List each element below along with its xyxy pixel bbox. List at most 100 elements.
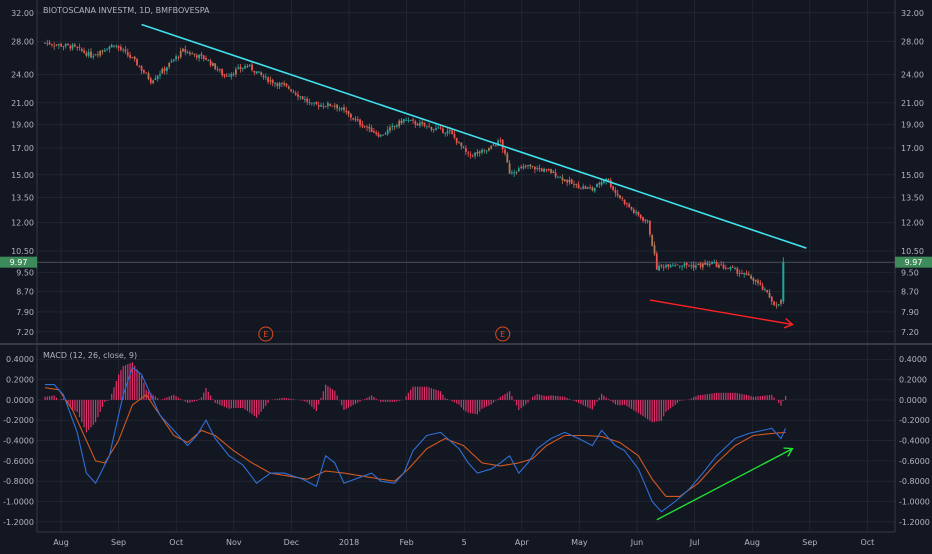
candle	[202, 55, 205, 62]
candle-body	[764, 289, 766, 290]
candle-body	[225, 75, 228, 77]
candle	[200, 51, 203, 60]
candle	[87, 48, 90, 59]
earnings-event-marker[interactable]: E	[258, 326, 274, 342]
macd-histogram	[44, 362, 787, 433]
candle	[575, 183, 578, 188]
drawing-annotations[interactable]	[141, 23, 807, 521]
price-tick-label-right: 24.00	[901, 70, 924, 79]
candle-body	[506, 153, 509, 163]
price-axis-right[interactable]: 32.00 28.00 24.00 21.00 19.00 17.00 15.00 13.50…	[901, 9, 924, 337]
candle	[117, 45, 120, 52]
candle-body	[713, 262, 716, 264]
candle	[718, 263, 720, 269]
candle-body	[57, 44, 60, 46]
candle-body	[720, 264, 723, 266]
candle-body	[536, 168, 539, 169]
candle	[232, 72, 235, 77]
earnings-event-marker[interactable]: E	[495, 326, 511, 342]
candle-body	[543, 168, 545, 173]
price-tick-label-right: 12.00	[901, 219, 924, 228]
candle	[743, 272, 746, 278]
candle	[74, 43, 76, 48]
candle	[83, 47, 85, 54]
candle-body	[715, 262, 718, 268]
candle-body	[607, 179, 610, 181]
candle	[382, 134, 384, 136]
candle-body	[278, 83, 281, 87]
candle	[154, 75, 157, 81]
candle-body	[85, 53, 88, 56]
candle-body	[115, 45, 118, 47]
candle-body	[138, 66, 141, 68]
candle-body	[354, 118, 357, 120]
candle-body	[494, 145, 497, 147]
candle	[536, 165, 539, 172]
trend-line[interactable]	[141, 23, 807, 249]
candle	[632, 207, 635, 215]
candle-body	[258, 71, 260, 73]
candle	[375, 130, 378, 136]
candle	[398, 119, 401, 129]
macd-tick-label-right: -1.2000	[899, 518, 930, 527]
time-tick-label: Jun	[630, 538, 644, 547]
candle-body	[692, 264, 695, 268]
candle	[414, 119, 417, 128]
macd-axis-right[interactable]: 0.4000 0.2000 0.0000 -0.2000 -0.4000 -0.6000 -…	[899, 355, 930, 527]
candle	[120, 44, 122, 52]
candle	[724, 264, 727, 271]
time-axis[interactable]: Aug Sep Oct Nov Dec 2018 Feb 5 Apr May Jun Jul Aug Se…	[53, 538, 874, 547]
candle-body	[129, 54, 131, 58]
candle-body	[582, 186, 585, 189]
candle-body	[754, 279, 757, 282]
candle-body	[497, 140, 499, 146]
candle-body	[375, 132, 378, 134]
candle	[568, 176, 571, 185]
candle-body	[504, 149, 506, 154]
candle-body	[44, 42, 46, 44]
candle	[71, 42, 74, 51]
candle-body	[550, 169, 552, 173]
candle	[451, 129, 453, 135]
candle-body	[476, 152, 479, 154]
candle	[338, 106, 341, 112]
candle-body	[780, 300, 782, 304]
candle-body	[704, 262, 706, 265]
candle	[379, 134, 382, 138]
green-arrow[interactable]	[656, 447, 794, 521]
candle	[97, 51, 99, 58]
candle-body	[667, 264, 670, 267]
candle-body	[474, 152, 476, 156]
red-arrow[interactable]	[649, 299, 794, 329]
candle-body	[347, 111, 350, 115]
candle	[340, 107, 343, 112]
candle	[444, 132, 447, 137]
candle	[582, 183, 585, 190]
candle-body	[773, 301, 775, 306]
candle-body	[455, 137, 458, 143]
candle-body	[69, 45, 72, 49]
candle	[405, 117, 407, 121]
candle	[736, 266, 739, 277]
time-tick-label: Feb	[400, 538, 414, 547]
candle	[106, 47, 108, 51]
candle-body	[177, 57, 180, 58]
candle-body	[603, 180, 605, 183]
macd-axis-left[interactable]: 0.4000 0.2000 0.0000 -0.2000 -0.4000 -0.6000 -…	[3, 355, 34, 527]
candle-body	[747, 274, 750, 275]
price-tick-label-right: 17.00	[901, 144, 924, 153]
candle	[494, 144, 497, 147]
candle-body	[488, 147, 490, 151]
time-tick-label: Apr	[515, 538, 530, 547]
candle-body	[301, 96, 304, 100]
candle-body	[729, 267, 732, 270]
candle	[738, 269, 741, 277]
candle	[44, 42, 46, 44]
candle	[290, 88, 292, 93]
candle	[455, 137, 458, 146]
price-axis-left[interactable]: 32.00 28.00 24.00 21.00 19.00 17.00 15.00 13.50…	[11, 9, 34, 337]
candle	[283, 80, 286, 87]
candle	[773, 300, 775, 306]
candle-body	[379, 135, 382, 137]
